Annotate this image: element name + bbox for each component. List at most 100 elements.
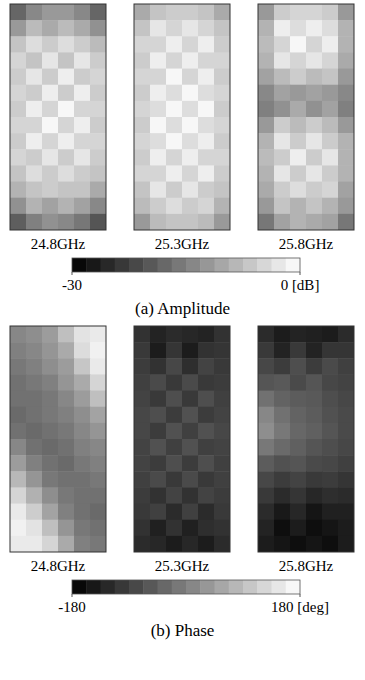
- heatmap-cell: [258, 101, 275, 118]
- heatmap-cell: [274, 101, 291, 118]
- heatmap-cells: [10, 4, 106, 230]
- heatmap-cell: [10, 374, 27, 391]
- heatmap-cell: [166, 407, 183, 424]
- heatmap-cell: [182, 391, 199, 408]
- heatmap-cell: [74, 358, 91, 375]
- heatmap-cell: [42, 326, 59, 343]
- heatmap-cell: [42, 520, 59, 537]
- heatmap-cell: [306, 520, 323, 537]
- heatmap-cell: [338, 407, 354, 424]
- colorbar-step: [200, 580, 215, 594]
- heatmap-cell: [58, 149, 75, 166]
- heatmap-cell: [134, 358, 151, 375]
- heatmap-cell: [150, 149, 167, 166]
- heatmap-cell: [150, 165, 167, 182]
- heatmap-cell: [306, 487, 323, 504]
- heatmap-cell: [338, 326, 354, 343]
- heatmap-cell: [166, 520, 183, 537]
- heatmap-cell: [322, 52, 339, 69]
- heatmap-cell: [10, 20, 27, 37]
- heatmap-cell: [74, 198, 91, 215]
- panel-frame: [10, 326, 106, 552]
- heatmap-cell: [182, 85, 199, 102]
- heatmap-cell: [26, 423, 43, 440]
- heatmap-cell: [42, 133, 59, 150]
- heatmap-cell: [198, 69, 215, 86]
- heatmap-cell: [150, 407, 167, 424]
- heatmap-cell: [290, 101, 307, 118]
- heatmap-cell: [58, 407, 75, 424]
- heatmap-cell: [198, 117, 215, 134]
- heatmap-cell: [90, 149, 106, 166]
- heatmap-cell: [150, 20, 167, 37]
- heatmap-cell: [274, 182, 291, 199]
- heatmap-cell: [322, 117, 339, 134]
- panel-frame: [258, 4, 354, 230]
- heatmap-cell: [26, 391, 43, 408]
- heatmap-cell: [182, 504, 199, 521]
- heatmap-cell: [150, 391, 167, 408]
- heatmap-cell: [42, 52, 59, 69]
- heatmap-cell: [290, 85, 307, 102]
- heatmap-cell: [198, 4, 215, 21]
- heatmap-cell: [274, 69, 291, 86]
- heatmap-cell: [134, 198, 151, 215]
- heatmap-cell: [74, 520, 91, 537]
- heatmap-cell: [42, 391, 59, 408]
- heatmap-cell: [74, 471, 91, 488]
- heatmap-cell: [258, 471, 275, 488]
- heatmap-cell: [150, 214, 167, 230]
- heatmap-cell: [290, 423, 307, 440]
- heatmap-cell: [10, 520, 27, 537]
- heatmap-cell: [134, 326, 151, 343]
- heatmap-cell: [150, 455, 167, 472]
- heatmap-cell: [26, 20, 43, 37]
- heatmap-cell: [150, 182, 167, 199]
- heatmap-cell: [58, 101, 75, 118]
- heatmap-cell: [258, 439, 275, 456]
- heatmap-cell: [134, 391, 151, 408]
- heatmap-cell: [42, 439, 59, 456]
- heatmap-cell: [26, 198, 43, 215]
- heatmap-cell: [90, 342, 106, 359]
- heatmap-cell: [306, 455, 323, 472]
- heatmap-cell: [322, 69, 339, 86]
- heatmap-cell: [74, 455, 91, 472]
- colorbar-step: [215, 258, 230, 272]
- heatmap-cell: [290, 358, 307, 375]
- heatmap-cell: [198, 149, 215, 166]
- heatmap-cell: [74, 36, 91, 53]
- heatmap-cell: [150, 374, 167, 391]
- heatmap-cell: [290, 391, 307, 408]
- heatmap-cell: [90, 36, 106, 53]
- heatmap-cell: [322, 407, 339, 424]
- heatmap-cell: [258, 374, 275, 391]
- heatmap-cell: [10, 182, 27, 199]
- heatmap-cell: [182, 198, 199, 215]
- heatmap-cell: [10, 423, 27, 440]
- heatmap-cell: [58, 182, 75, 199]
- heatmap-cell: [134, 455, 151, 472]
- colorbar-step: [229, 580, 244, 594]
- heatmap-cell: [290, 342, 307, 359]
- heatmap-cell: [182, 520, 199, 537]
- heatmap-cell: [166, 326, 183, 343]
- heatmap-cell: [290, 455, 307, 472]
- chart-title: (a) Amplitude: [135, 299, 230, 318]
- colorbar-step: [86, 258, 101, 272]
- heatmap-cell: [338, 439, 354, 456]
- heatmap-cell: [214, 520, 230, 537]
- heatmap-cell: [322, 536, 339, 552]
- heatmap-cell: [258, 85, 275, 102]
- colorbar: -300 [dB]: [62, 258, 319, 293]
- heatmap-cells: [258, 326, 354, 552]
- heatmap-cell: [166, 374, 183, 391]
- heatmap-cell: [258, 487, 275, 504]
- heatmap-cell: [182, 69, 199, 86]
- heatmap-cell: [58, 165, 75, 182]
- heatmap-cell: [214, 471, 230, 488]
- heatmap-cells: [134, 326, 230, 552]
- heatmap-cell: [258, 504, 275, 521]
- heatmap-cell: [214, 407, 230, 424]
- heatmap-cell: [214, 52, 230, 69]
